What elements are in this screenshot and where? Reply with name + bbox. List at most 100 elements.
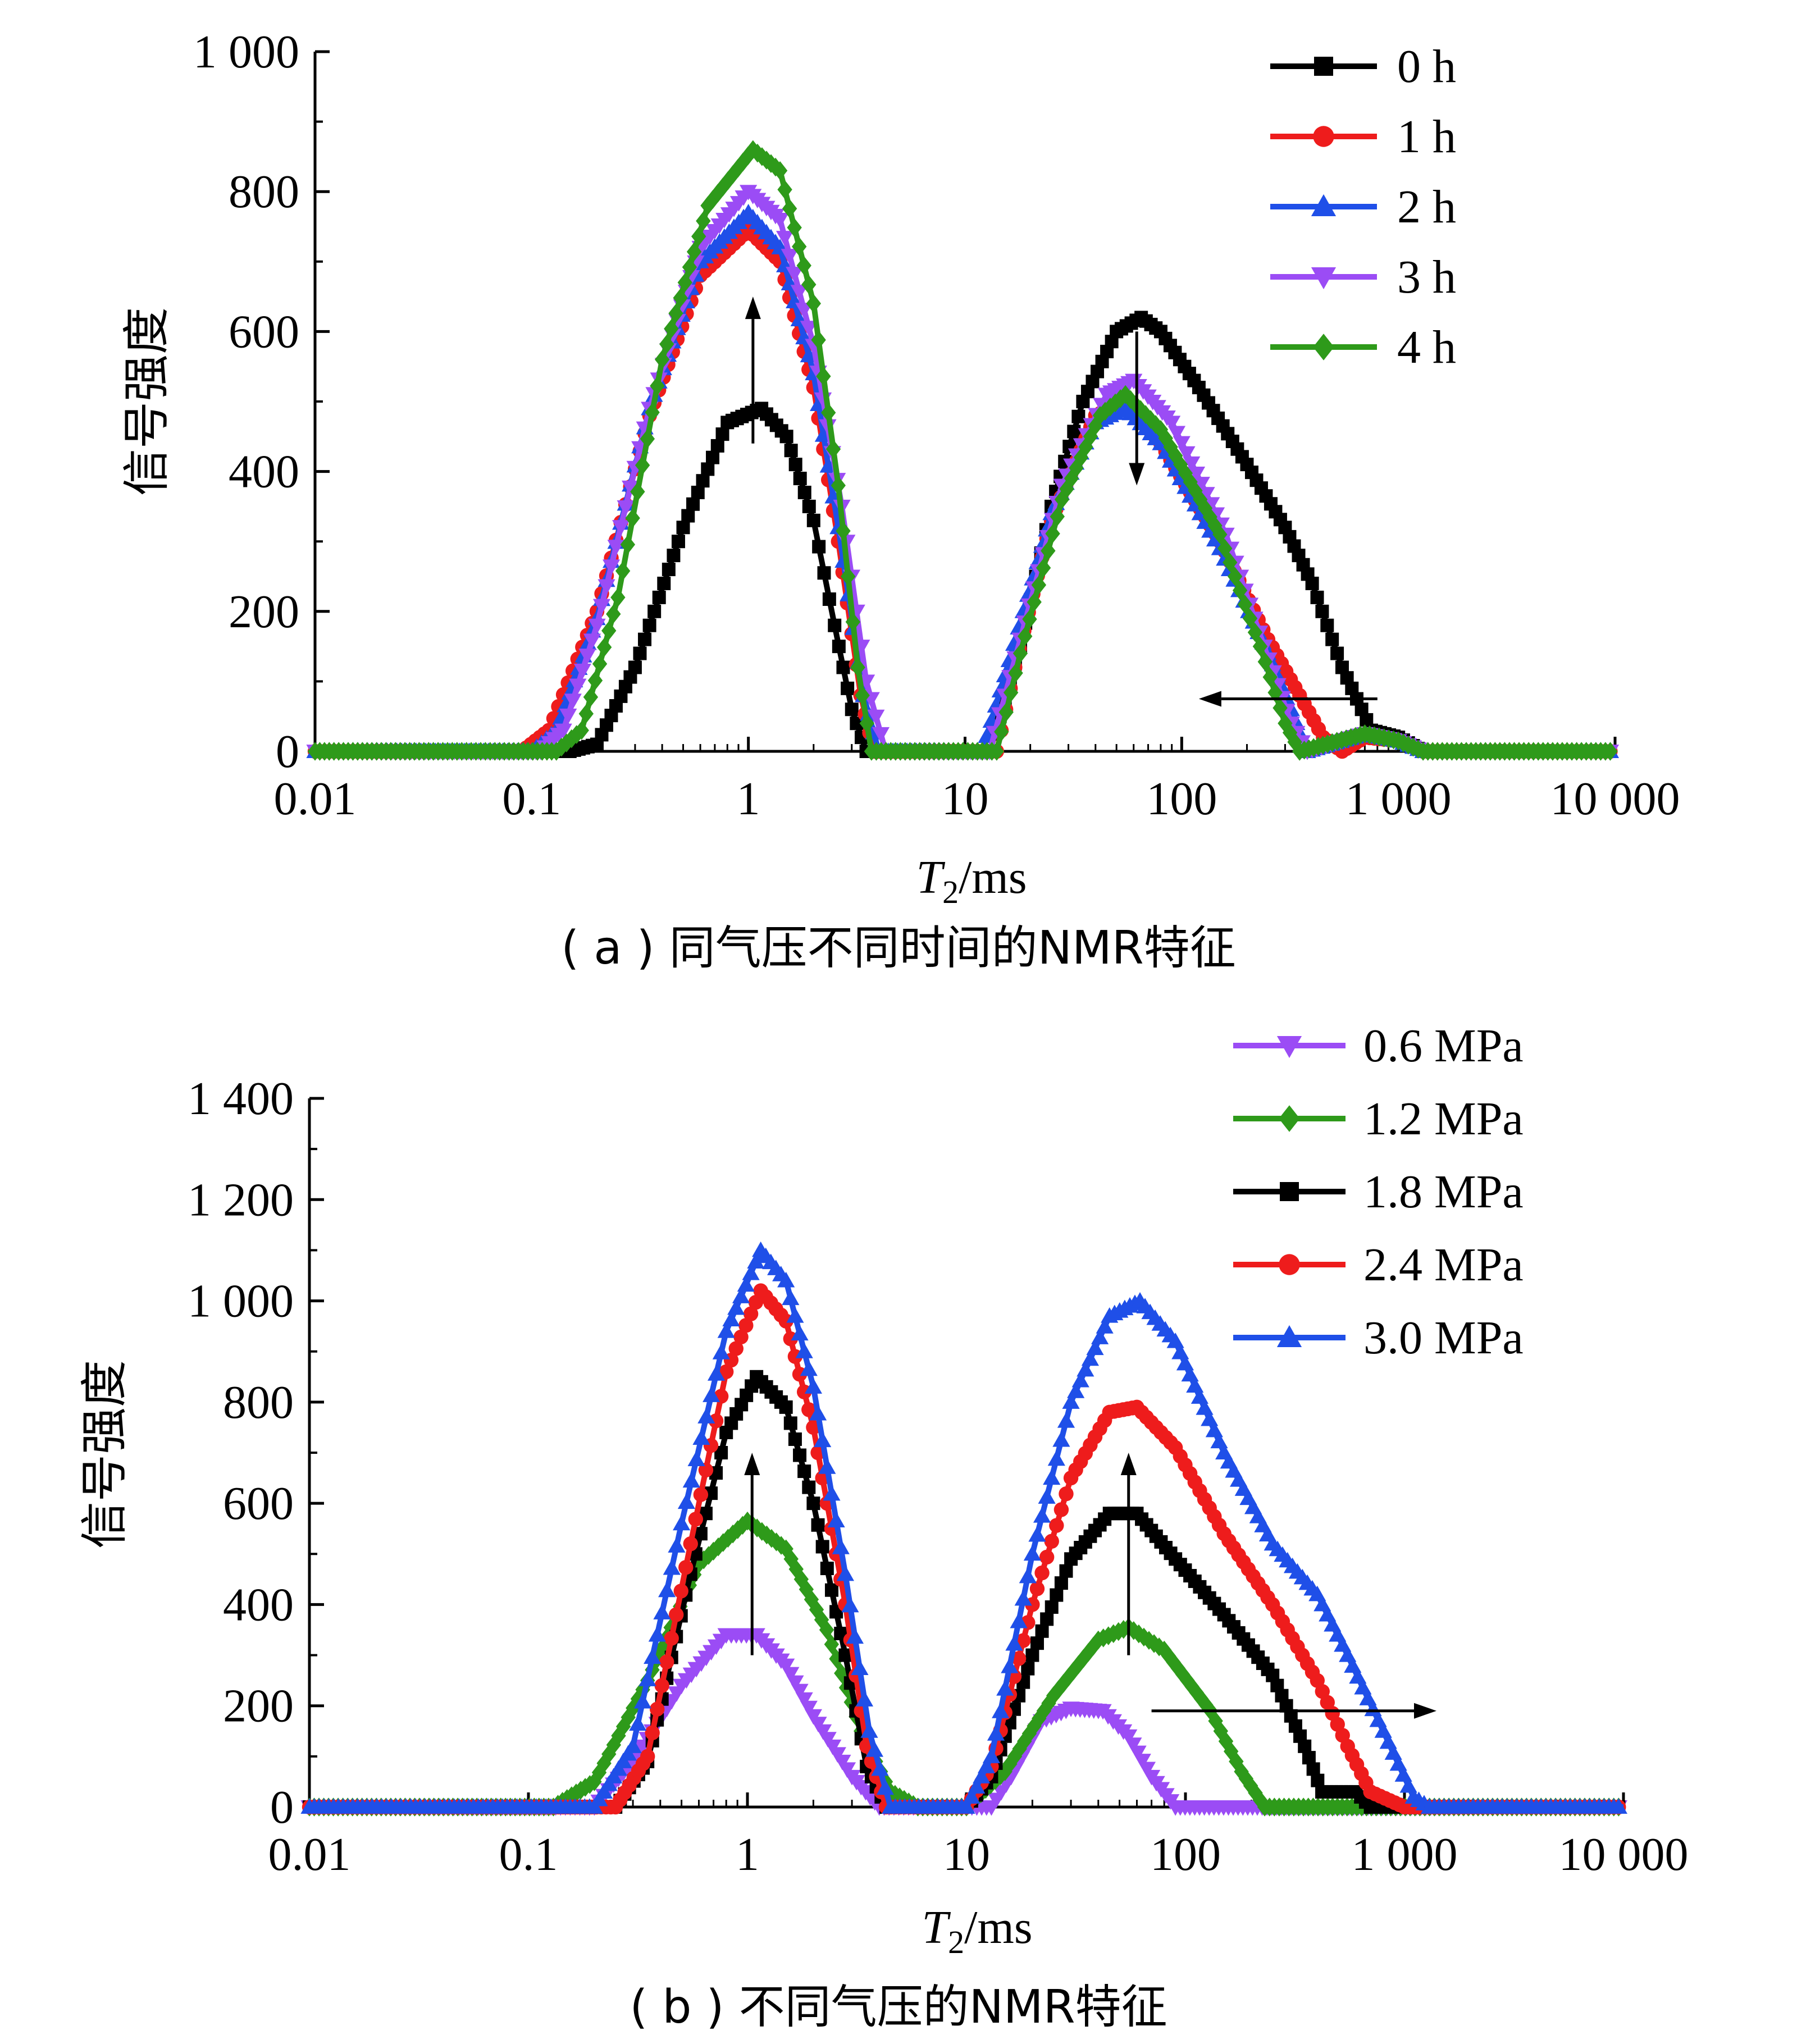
series-marker bbox=[601, 621, 617, 640]
series-marker bbox=[669, 1607, 684, 1622]
series-marker bbox=[817, 566, 831, 580]
series-marker bbox=[791, 1325, 809, 1341]
series-marker bbox=[801, 1402, 817, 1417]
series-marker bbox=[696, 474, 710, 488]
legend-item: 1.8 MPa bbox=[1233, 1166, 1524, 1218]
series-marker bbox=[705, 190, 720, 209]
series-marker bbox=[1059, 479, 1074, 499]
series-marker bbox=[795, 1343, 813, 1358]
series-marker bbox=[549, 742, 564, 761]
series-marker bbox=[667, 549, 681, 563]
series-marker bbox=[1394, 1766, 1412, 1782]
series-marker bbox=[1189, 1683, 1204, 1703]
series-marker bbox=[738, 1318, 754, 1333]
series-marker bbox=[797, 485, 811, 499]
x-tick-label: 10 000 bbox=[1550, 773, 1680, 825]
series-marker bbox=[1267, 683, 1283, 702]
series-marker bbox=[696, 1550, 711, 1570]
series-marker bbox=[693, 1487, 709, 1502]
caption: ( b ) 不同气压的NMR特征 bbox=[630, 1981, 1167, 2034]
series-marker bbox=[1077, 1361, 1094, 1377]
legend-swatch-marker bbox=[1280, 1182, 1299, 1201]
series-marker bbox=[1073, 448, 1089, 467]
series-marker bbox=[1008, 663, 1023, 683]
series-marker bbox=[1257, 652, 1273, 672]
series-marker bbox=[1212, 524, 1228, 544]
series-marker bbox=[1078, 437, 1093, 457]
series-marker bbox=[820, 1562, 834, 1576]
series-marker bbox=[596, 637, 612, 657]
series-marker bbox=[1247, 623, 1263, 642]
series-marker bbox=[654, 1678, 669, 1693]
series-marker bbox=[649, 1701, 665, 1717]
series-marker bbox=[1040, 1612, 1054, 1626]
series-marker bbox=[1186, 1377, 1204, 1393]
series-marker bbox=[802, 499, 816, 513]
series-marker bbox=[1349, 1668, 1367, 1684]
series-marker bbox=[1399, 1777, 1417, 1793]
series-marker bbox=[973, 1768, 991, 1783]
series-marker bbox=[876, 1779, 894, 1795]
x-tick-label: 1 000 bbox=[1352, 1828, 1458, 1881]
series-marker bbox=[1056, 1673, 1071, 1693]
series-marker bbox=[624, 1737, 642, 1753]
series-marker bbox=[1131, 1624, 1147, 1644]
series-marker bbox=[801, 275, 817, 294]
series-marker bbox=[806, 294, 822, 313]
series-layer bbox=[306, 140, 1620, 761]
legend-label: 2 h bbox=[1397, 181, 1456, 233]
series-marker bbox=[645, 1725, 660, 1740]
series-marker bbox=[776, 231, 794, 247]
series-marker bbox=[1071, 409, 1086, 423]
series-marker bbox=[855, 1691, 874, 1707]
series-marker bbox=[612, 520, 630, 536]
series-marker bbox=[1062, 1393, 1080, 1409]
series-marker bbox=[1066, 1661, 1081, 1681]
series-marker bbox=[653, 1604, 671, 1619]
series-marker bbox=[1017, 1732, 1032, 1751]
series-marker bbox=[827, 1512, 845, 1528]
series-marker bbox=[681, 509, 695, 523]
x-tick-label: 1 bbox=[737, 773, 760, 825]
series-marker bbox=[1091, 1329, 1109, 1344]
series-marker bbox=[824, 1635, 840, 1654]
x-ticks: 0.01 0.1 1 10 100 1 000 10 000 bbox=[274, 737, 1680, 825]
series-marker bbox=[1025, 1648, 1039, 1662]
series-marker bbox=[820, 403, 836, 422]
y-axis-title: 信号强度 bbox=[121, 307, 174, 496]
legend-label: 4 h bbox=[1397, 321, 1456, 373]
legend-item: 3.0 MPa bbox=[1233, 1312, 1524, 1364]
series-marker bbox=[657, 576, 671, 590]
series-marker bbox=[659, 1654, 674, 1669]
series-marker bbox=[1054, 1576, 1068, 1590]
x-tick-label: 0.1 bbox=[499, 1828, 558, 1881]
series-marker bbox=[687, 1450, 705, 1467]
series-marker bbox=[836, 521, 851, 541]
series-marker bbox=[1001, 1658, 1019, 1673]
series-marker bbox=[698, 1462, 714, 1478]
legend-item: 3 h bbox=[1270, 251, 1456, 303]
panel-a: 0 200 400 600 800 1 000 0.01 0.1 1 10 100 1 000 10 … bbox=[121, 26, 1680, 975]
series-marker bbox=[678, 1560, 694, 1575]
x-axis-title-unit: /ms bbox=[959, 851, 1027, 904]
series-marker bbox=[851, 1659, 869, 1676]
arrow-layer bbox=[744, 1453, 1436, 1719]
series-marker bbox=[686, 497, 700, 511]
series-marker bbox=[825, 439, 841, 459]
series-marker bbox=[994, 722, 1009, 741]
series-marker bbox=[672, 1514, 691, 1531]
series-marker bbox=[1320, 618, 1334, 632]
legend-swatch-marker bbox=[1313, 334, 1334, 361]
legend-label: 1.8 MPa bbox=[1363, 1166, 1524, 1218]
series-marker bbox=[1176, 1354, 1194, 1371]
series-marker bbox=[797, 1464, 811, 1479]
series-marker bbox=[1049, 1518, 1064, 1533]
x-axis-title-sub: 2 bbox=[948, 1924, 964, 1960]
series-marker bbox=[749, 1518, 765, 1537]
series-marker bbox=[587, 671, 603, 690]
series-marker bbox=[777, 1658, 795, 1675]
x-tick-label: 10 bbox=[942, 773, 989, 825]
series-marker bbox=[1170, 1659, 1186, 1678]
series-marker bbox=[647, 604, 662, 618]
series-marker bbox=[1389, 1755, 1407, 1771]
